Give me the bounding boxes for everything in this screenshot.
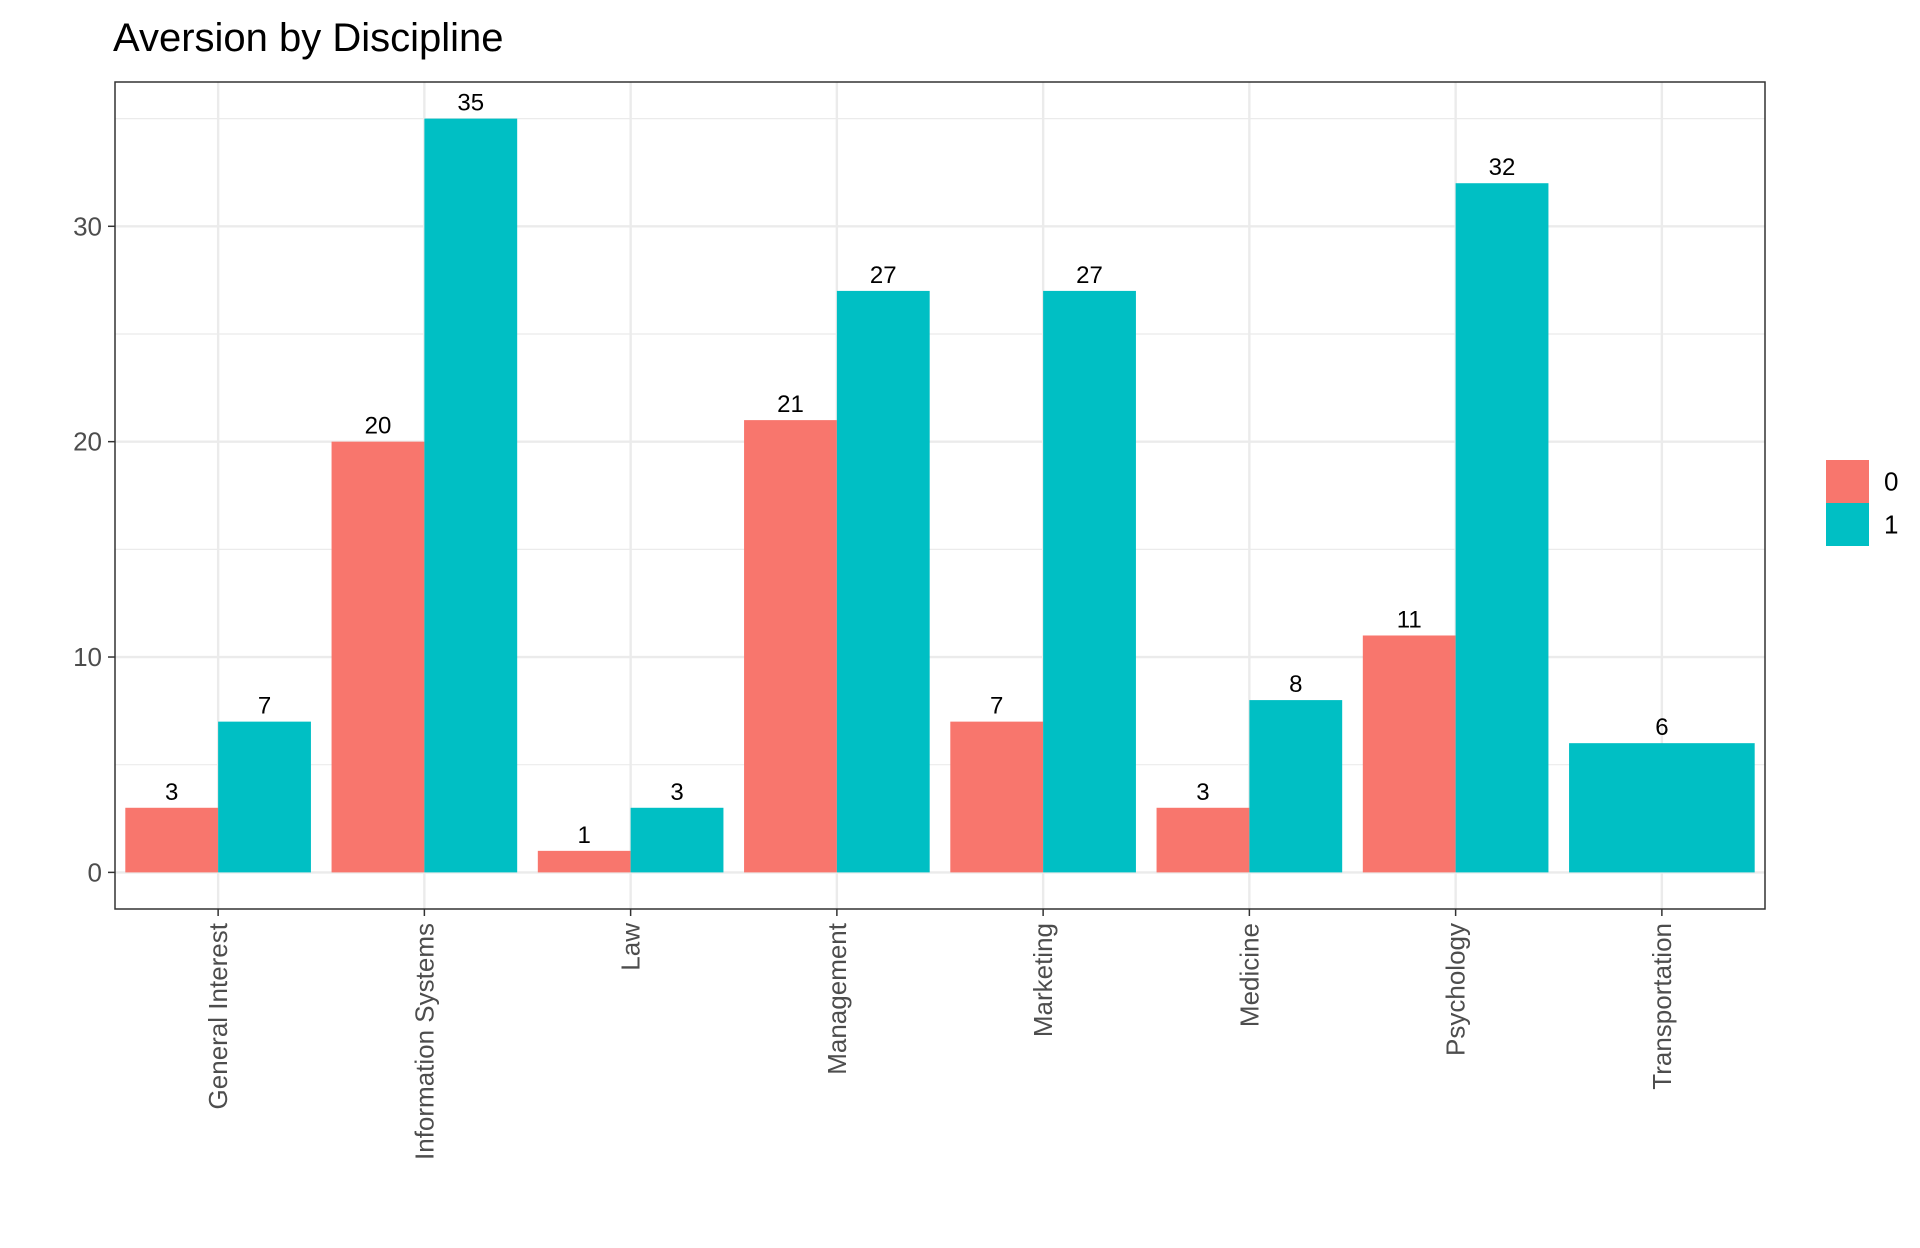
data-label: 1 <box>578 822 591 849</box>
bar-series-1 <box>1043 290 1136 873</box>
data-label: 7 <box>258 693 271 720</box>
chart-title: Aversion by Discipline <box>113 16 504 60</box>
data-label: 8 <box>1289 671 1302 698</box>
x-tick-label: Law <box>616 923 646 971</box>
legend-key <box>1826 460 1869 503</box>
y-tick-label: 0 <box>88 857 102 887</box>
plot-panel-border <box>114 81 1766 910</box>
data-label: 27 <box>1076 262 1103 289</box>
data-label: 32 <box>1489 154 1516 181</box>
data-label: 11 <box>1397 606 1422 633</box>
legend-label: 1 <box>1884 510 1898 540</box>
data-label: 21 <box>777 391 804 418</box>
y-tick-label: 20 <box>73 427 102 457</box>
data-label: 20 <box>365 413 392 440</box>
data-label: 3 <box>165 779 178 806</box>
data-label: 27 <box>870 262 897 289</box>
bar-series-1 <box>1569 743 1755 873</box>
data-labels: 3 7 20 35 1 3 21 27 7 27 3 8 11 32 6 <box>165 90 1669 849</box>
x-tick-label: Management <box>822 922 852 1075</box>
x-tick-label: Transportation <box>1647 923 1677 1090</box>
bar-series-1 <box>836 290 930 873</box>
data-label: 6 <box>1655 714 1668 741</box>
bar-series-0 <box>1362 635 1456 873</box>
data-label: 7 <box>990 693 1003 720</box>
x-tick-label: Psychology <box>1441 923 1471 1056</box>
x-tick-label: Medicine <box>1234 923 1264 1027</box>
data-label: 3 <box>1196 779 1209 806</box>
y-tick-label: 10 <box>73 642 102 672</box>
bars <box>125 118 1755 873</box>
bar-series-0 <box>1156 807 1250 873</box>
bar-series-0 <box>125 807 219 873</box>
legend: 01 <box>1826 460 1898 546</box>
x-tick-label: Marketing <box>1028 923 1058 1037</box>
bar-series-0 <box>744 420 837 873</box>
bar-series-0 <box>537 850 631 873</box>
x-tick-label: Information Systems <box>409 923 439 1160</box>
data-label: 35 <box>457 90 484 117</box>
axes: 0 10 20 30 General Interest Information Syste… <box>73 211 1677 1160</box>
x-tick-label: General Interest <box>203 922 233 1109</box>
legend-label: 0 <box>1884 467 1898 497</box>
bar-series-1 <box>1249 700 1343 873</box>
bar-series-1 <box>218 721 311 873</box>
data-label: 3 <box>670 779 683 806</box>
legend-key <box>1826 503 1869 546</box>
y-tick-label: 30 <box>73 211 102 241</box>
bar-series-0 <box>331 441 425 873</box>
bar-series-1 <box>1455 183 1549 873</box>
bar-series-0 <box>950 721 1044 873</box>
bar-series-1 <box>630 807 724 873</box>
bar-series-1 <box>424 118 518 873</box>
